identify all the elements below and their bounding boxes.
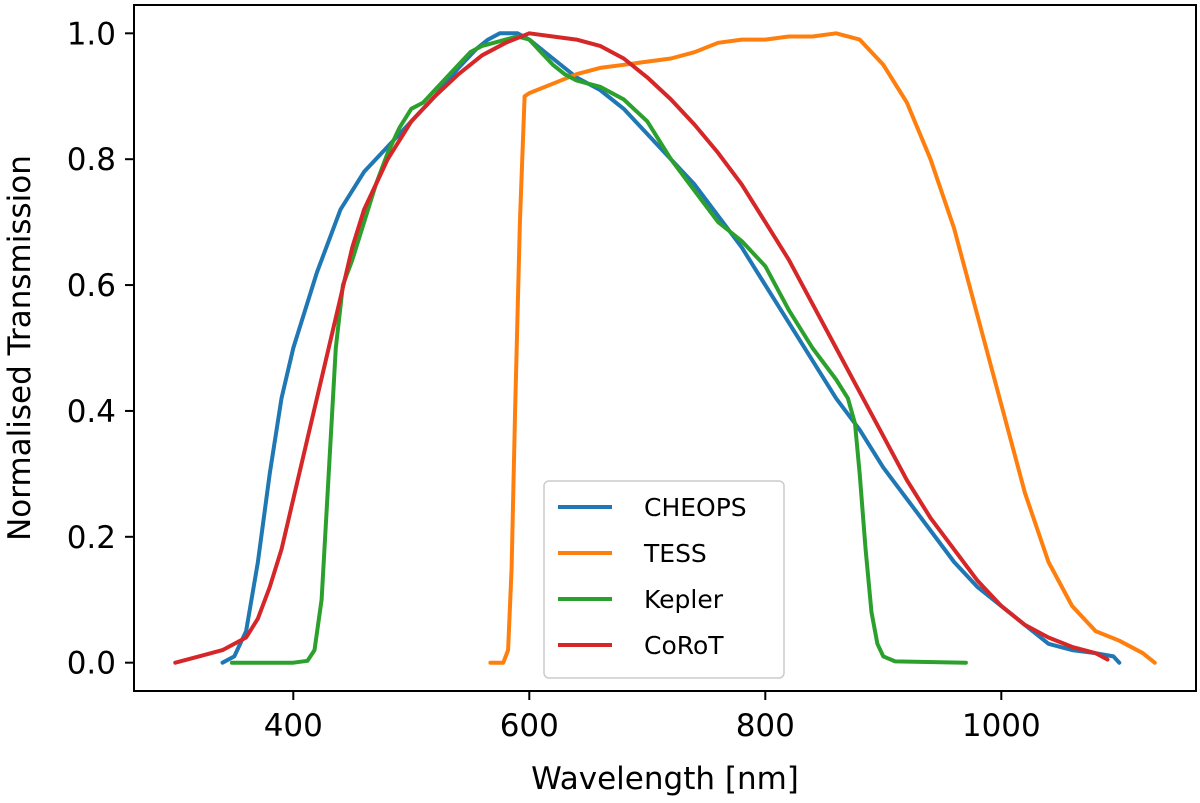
legend-item-corot: CoRoT (558, 631, 724, 660)
legend-box (543, 480, 785, 679)
series-line-kepler (229, 34, 968, 665)
legend-item-cheops: CHEOPS (558, 493, 747, 522)
x-axis-label: Wavelength [nm] (531, 761, 799, 797)
x-tick-label: 1000 (962, 708, 1041, 744)
y-axis: 0.0 0.2 0.4 0.6 0.8 1.0 (67, 16, 134, 682)
series-line-cheops (220, 31, 1122, 665)
legend-item-tess: TESS (558, 539, 707, 568)
series-lines (173, 31, 1157, 665)
y-axis-label: Normalised Transmission (2, 155, 38, 541)
x-axis: 400 600 800 1000 (264, 691, 1041, 744)
y-tick-label: 0.2 (67, 520, 116, 556)
y-tick-label: 0.0 (67, 646, 116, 682)
x-tick-label: 400 (264, 708, 323, 744)
legend-item-kepler: Kepler (558, 585, 724, 614)
series-line-corot (173, 31, 1110, 665)
legend-label: CHEOPS (644, 493, 747, 522)
legend-label: Kepler (644, 585, 724, 614)
legend: CHEOPS TESS Kepler CoRoT (543, 480, 785, 679)
plot-frame (133, 4, 1197, 692)
legend-label: CoRoT (644, 631, 724, 660)
y-tick-label: 0.6 (67, 268, 116, 304)
series-line-tess (488, 31, 1157, 665)
legend-label: TESS (643, 539, 707, 568)
x-tick-label: 600 (500, 708, 559, 744)
y-tick-label: 1.0 (67, 16, 116, 52)
y-tick-label: 0.8 (67, 142, 116, 178)
y-tick-label: 0.4 (67, 394, 116, 430)
x-tick-label: 800 (736, 708, 795, 744)
